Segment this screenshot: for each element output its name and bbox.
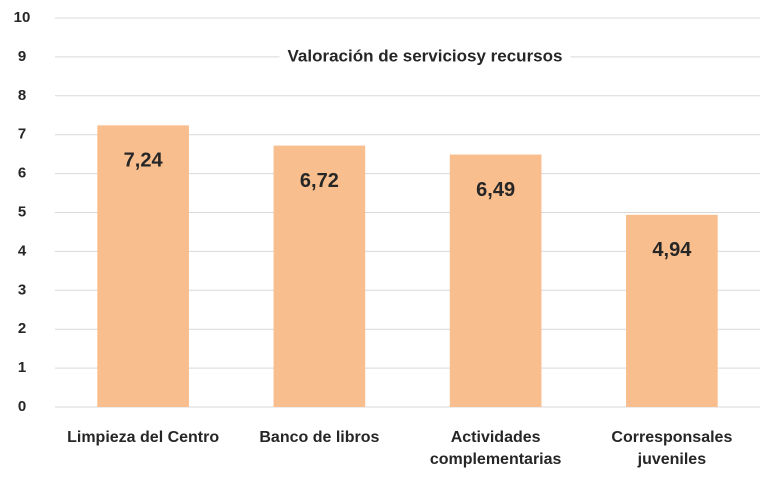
y-tick-label: 8	[18, 87, 26, 104]
data-label: 7,24	[124, 150, 164, 172]
y-tick-label: 0	[18, 398, 26, 415]
chart-title: Valoración de serviciosy recursos	[288, 46, 563, 65]
title-background	[279, 42, 571, 70]
bar	[273, 145, 366, 408]
y-tick-label: 7	[18, 126, 26, 143]
data-label: 6,49	[476, 179, 515, 201]
x-tick-label: Actividades complementarias	[429, 429, 562, 468]
y-tick-label: 4	[18, 242, 27, 259]
data-label: 4,94	[652, 239, 692, 261]
x-tick-label: Limpieza del Centro	[67, 429, 220, 446]
bar	[449, 154, 542, 407]
y-tick-label: 10	[14, 9, 31, 26]
y-tick-label: 5	[18, 203, 26, 220]
y-tick-label: 3	[18, 281, 26, 298]
y-tick-label: 2	[18, 320, 26, 337]
bar	[626, 214, 718, 407]
y-tick-label: 6	[18, 165, 26, 182]
y-tick-label: 9	[18, 48, 26, 65]
x-tick-label: Banco de libros	[259, 429, 380, 446]
bar	[97, 125, 189, 407]
data-label: 6,72	[300, 170, 339, 192]
y-tick-label: 1	[18, 359, 26, 376]
x-tick-label: Corresponsales juveniles	[611, 429, 733, 468]
